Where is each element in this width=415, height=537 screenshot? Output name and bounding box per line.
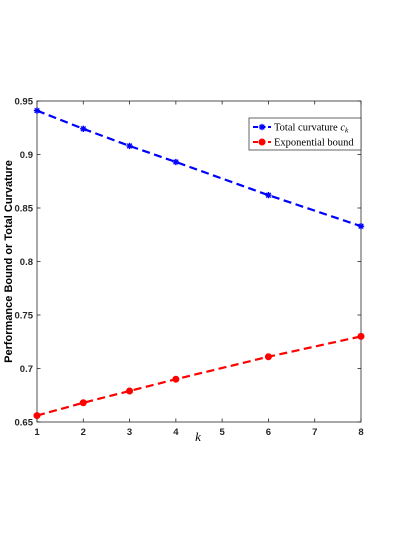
x-tick-label: 8: [358, 427, 363, 438]
legend-item: Total curvature ck: [253, 123, 349, 135]
data-point: [264, 353, 272, 361]
y-tick-label: 0.75: [15, 311, 34, 322]
data-point: [357, 222, 365, 230]
legend-label: Exponential bound: [274, 138, 354, 149]
data-point: [172, 158, 180, 166]
series-exponential-bound: [33, 332, 365, 420]
y-tick-label: 0.85: [15, 204, 34, 215]
legend-item: Exponential bound: [253, 138, 354, 149]
plot-area: [36, 100, 362, 423]
legend-marker: [258, 123, 266, 131]
x-tick-label: 2: [81, 427, 86, 438]
data-point: [172, 375, 180, 383]
data-point: [33, 107, 41, 114]
legend-box: [248, 117, 362, 151]
y-tick-label: 0.9: [20, 150, 33, 161]
series-layer: [33, 107, 365, 420]
series-line: [36, 109, 362, 228]
x-tick-label: 5: [219, 427, 225, 438]
x-tick-label: 4: [173, 427, 179, 438]
series-line: [36, 335, 362, 417]
data-point: [79, 399, 87, 407]
y-tick-label: 0.65: [15, 418, 34, 429]
x-axis-label: k: [195, 429, 201, 444]
data-point: [357, 332, 365, 340]
data-point: [126, 142, 133, 150]
x-tick-label: 6: [266, 427, 271, 438]
y-axis-label: Performance Bound or Total Curvature: [3, 160, 15, 363]
data-point: [33, 412, 41, 420]
legend-label: Total curvature ck: [274, 123, 349, 135]
x-tick-label: 7: [312, 427, 317, 438]
legend: Total curvature ck Exponential bound: [248, 117, 362, 151]
plot-frame: [36, 100, 362, 423]
y-tick-label: 0.8: [20, 257, 33, 268]
y-tick-label: 0.7: [20, 364, 33, 375]
x-tick-label: 1: [34, 427, 40, 438]
data-point: [80, 125, 87, 133]
data-point: [265, 191, 272, 199]
data-point: [126, 387, 134, 395]
x-tick-label: 3: [127, 427, 132, 438]
y-tick-label: 0.95: [15, 97, 34, 108]
series-total-curvature: [33, 107, 365, 230]
legend-marker: [258, 138, 266, 146]
ticks-layer: 1 2 3 4 5 6 7 8 0.65 0.7 0.75 0.8 0.85 0.9 0.95: [15, 97, 364, 439]
